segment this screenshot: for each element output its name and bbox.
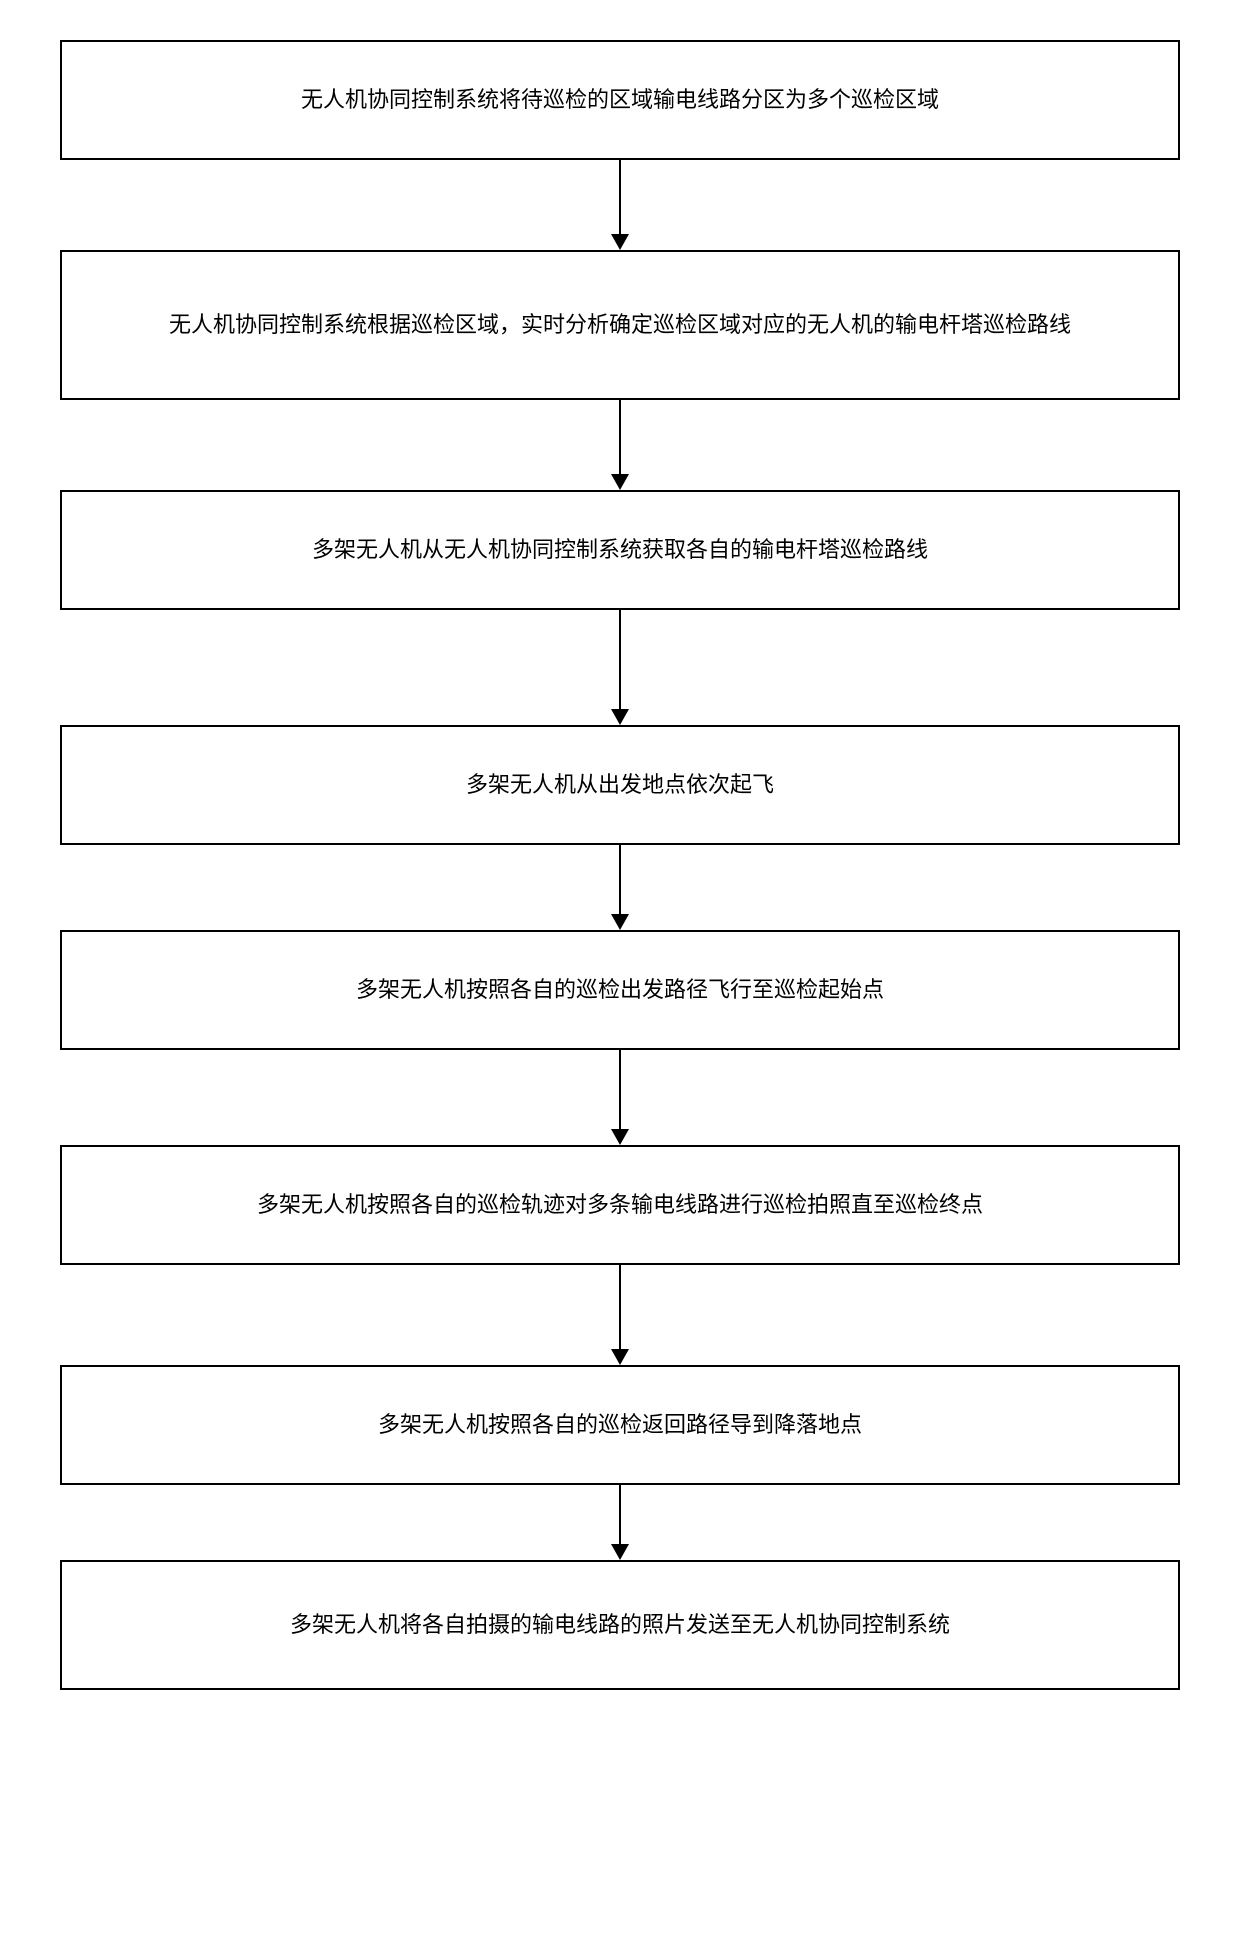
- arrow-head-icon: [611, 1544, 629, 1560]
- flow-node-6: 多架无人机按照各自的巡检轨迹对多条输电线路进行巡检拍照直至巡检终点: [60, 1145, 1180, 1265]
- flow-node-text: 多架无人机按照各自的巡检轨迹对多条输电线路进行巡检拍照直至巡检终点: [257, 1187, 983, 1222]
- flow-node-text: 多架无人机将各自拍摄的输电线路的照片发送至无人机协同控制系统: [290, 1607, 950, 1642]
- flow-node-7: 多架无人机按照各自的巡检返回路径导到降落地点: [60, 1365, 1180, 1485]
- arrow-line: [619, 1485, 621, 1544]
- flow-node-text: 无人机协同控制系统将待巡检的区域输电线路分区为多个巡检区域: [301, 82, 939, 117]
- flow-node-5: 多架无人机按照各自的巡检出发路径飞行至巡检起始点: [60, 930, 1180, 1050]
- arrow-line: [619, 610, 621, 709]
- flow-node-text: 多架无人机从出发地点依次起飞: [466, 767, 774, 802]
- arrow-line: [619, 1050, 621, 1129]
- flow-node-1: 无人机协同控制系统将待巡检的区域输电线路分区为多个巡检区域: [60, 40, 1180, 160]
- flow-node-8: 多架无人机将各自拍摄的输电线路的照片发送至无人机协同控制系统: [60, 1560, 1180, 1690]
- flow-arrow: [611, 1485, 629, 1560]
- arrow-head-icon: [611, 474, 629, 490]
- arrow-head-icon: [611, 914, 629, 930]
- flow-node-text: 多架无人机按照各自的巡检返回路径导到降落地点: [378, 1407, 862, 1442]
- arrow-head-icon: [611, 709, 629, 725]
- flow-node-text: 多架无人机从无人机协同控制系统获取各自的输电杆塔巡检路线: [312, 532, 928, 567]
- arrow-line: [619, 400, 621, 474]
- flow-arrow: [611, 1050, 629, 1145]
- flow-arrow: [611, 160, 629, 250]
- flow-arrow: [611, 400, 629, 490]
- flow-arrow: [611, 1265, 629, 1365]
- arrow-line: [619, 1265, 621, 1349]
- flow-arrow: [611, 610, 629, 725]
- flow-node-text: 无人机协同控制系统根据巡检区域，实时分析确定巡检区域对应的无人机的输电杆塔巡检路…: [169, 307, 1071, 342]
- arrow-head-icon: [611, 1129, 629, 1145]
- flow-node-4: 多架无人机从出发地点依次起飞: [60, 725, 1180, 845]
- flow-node-3: 多架无人机从无人机协同控制系统获取各自的输电杆塔巡检路线: [60, 490, 1180, 610]
- flow-node-text: 多架无人机按照各自的巡检出发路径飞行至巡检起始点: [356, 972, 884, 1007]
- arrow-head-icon: [611, 234, 629, 250]
- arrow-line: [619, 160, 621, 234]
- arrow-line: [619, 845, 621, 914]
- flow-node-2: 无人机协同控制系统根据巡检区域，实时分析确定巡检区域对应的无人机的输电杆塔巡检路…: [60, 250, 1180, 400]
- flow-arrow: [611, 845, 629, 930]
- flowchart-container: 无人机协同控制系统将待巡检的区域输电线路分区为多个巡检区域 无人机协同控制系统根…: [60, 40, 1180, 1690]
- arrow-head-icon: [611, 1349, 629, 1365]
